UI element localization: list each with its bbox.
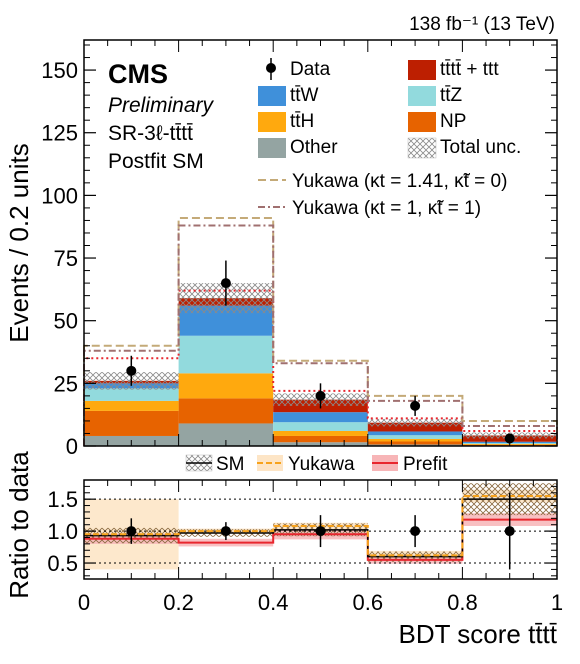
ratio-point-4 bbox=[504, 526, 515, 537]
legend-tth-swatch bbox=[258, 112, 286, 132]
legend-tttt-label: tt̄tt̄ + ttt bbox=[440, 59, 499, 80]
ratio-points bbox=[126, 492, 515, 570]
ratio-ytick-label-2: 1.5 bbox=[47, 487, 78, 512]
main-y-axis-title: Events / 0.2 units bbox=[4, 143, 34, 342]
stack-bar-3-1 bbox=[178, 335, 274, 374]
main-legend: Data tt̄tt̄ + ttt tt̄W tt̄Z tt̄H NP Othe… bbox=[258, 58, 521, 219]
ratio-legend-sm-label: SM bbox=[216, 454, 245, 475]
xtick-label-2: 0.4 bbox=[258, 590, 289, 615]
fit-label: Postfit SM bbox=[108, 150, 204, 173]
data-point-4 bbox=[504, 433, 515, 444]
prefit-dotted-line bbox=[83, 289, 558, 446]
xtick-label-1: 0.2 bbox=[163, 590, 194, 615]
legend-tttt-swatch bbox=[408, 60, 436, 80]
stack-bar-2-0 bbox=[84, 400, 179, 411]
stack-bar-3-2 bbox=[273, 422, 368, 431]
data-point-2 bbox=[315, 390, 326, 401]
total-unc-3 bbox=[367, 418, 463, 427]
legend-ttw-swatch bbox=[258, 86, 286, 106]
ratio-point-0 bbox=[126, 526, 137, 537]
main-ytick-label-1: 25 bbox=[54, 371, 78, 396]
legend-yukawa1-label: Yukawa (κt = 1.41, κ̃t = 0) bbox=[292, 171, 507, 192]
stack-bar-5-3 bbox=[367, 422, 463, 432]
data-point-0 bbox=[126, 365, 137, 376]
model-lines bbox=[83, 216, 558, 446]
xtick-label-3: 0.6 bbox=[353, 590, 384, 615]
luminosity-label: 138 fb⁻¹ (13 TeV) bbox=[409, 14, 555, 35]
ratio-ytick-label-0: 0.5 bbox=[47, 551, 78, 576]
stack-bar-2-2 bbox=[273, 430, 368, 436]
main-ytick-label-0: 0 bbox=[66, 434, 78, 459]
ratio-axis-ticks: 0.5 1.0 1.5 0 0.2 0.4 0.6 0.8 1 bbox=[47, 480, 563, 615]
legend-np-swatch bbox=[408, 112, 436, 132]
x-axis-title: BDT score tt̄tt̄ bbox=[399, 619, 558, 649]
legend-other-label: Other bbox=[290, 137, 338, 158]
cms-label: CMS bbox=[108, 59, 168, 89]
main-ytick-label-3: 75 bbox=[54, 246, 78, 271]
legend-data-label: Data bbox=[290, 59, 331, 80]
legend-ttz-swatch bbox=[408, 86, 436, 106]
ratio-point-2 bbox=[315, 526, 326, 537]
main-plot-frame bbox=[83, 39, 558, 447]
legend-yukawa2-label: Yukawa (κt = 1, κ̃t = 1) bbox=[292, 198, 481, 219]
data-point-3 bbox=[410, 400, 421, 411]
legend-data-marker bbox=[266, 63, 276, 73]
legend-other-swatch bbox=[258, 138, 286, 158]
legend-total-unc-swatch bbox=[407, 137, 437, 159]
xtick-label-4: 0.8 bbox=[447, 590, 478, 615]
data-point-1 bbox=[220, 278, 231, 289]
legend-tth-label: tt̄H bbox=[290, 111, 314, 132]
region-label: SR-3ℓ-tt̄tt̄ bbox=[108, 122, 193, 145]
main-ytick-label-4: 100 bbox=[41, 183, 78, 208]
ratio-point-3 bbox=[410, 526, 421, 537]
ratio-ytick-label-1: 1.0 bbox=[47, 519, 78, 544]
stack-bar-4-2 bbox=[273, 412, 368, 423]
stack-bar-1-0 bbox=[84, 410, 179, 436]
xtick-label-0: 0 bbox=[78, 590, 90, 615]
yukawa1-line bbox=[83, 216, 558, 446]
stack-bar-3-0 bbox=[84, 388, 179, 401]
main-ytick-label-5: 125 bbox=[41, 121, 78, 146]
ratio-point-1 bbox=[220, 526, 231, 537]
ratio-y-axis-title: Ratio to data bbox=[4, 451, 34, 599]
legend-ttz-label: tt̄Z bbox=[440, 85, 463, 106]
legend-total-unc-label: Total unc. bbox=[440, 137, 521, 158]
main-ytick-label-6: 150 bbox=[41, 58, 78, 83]
ratio-legend-prefit-label: Prefit bbox=[403, 454, 448, 475]
ratio-plot-frame bbox=[83, 479, 558, 580]
stack-bar-1-1 bbox=[178, 398, 274, 424]
yukawa2-line bbox=[83, 224, 558, 446]
stack-bar-1-2 bbox=[273, 435, 368, 443]
preliminary-label: Preliminary bbox=[108, 94, 215, 117]
legend-np-label: NP bbox=[440, 111, 466, 132]
stack-bar-3-3 bbox=[367, 435, 463, 439]
main-ytick-label-2: 50 bbox=[54, 309, 78, 334]
main-axis-ticks: 0 25 50 75 100 125 150 bbox=[41, 40, 558, 459]
xtick-label-5: 1 bbox=[551, 590, 563, 615]
ratio-legend-yukawa-label: Yukawa bbox=[288, 454, 355, 475]
stack-bar-2-1 bbox=[178, 373, 274, 399]
stack-bar-4-3 bbox=[367, 431, 463, 436]
ratio-legend: SM Yukawa Prefit bbox=[185, 454, 448, 475]
legend-ttw-label: tt̄W bbox=[290, 85, 319, 106]
